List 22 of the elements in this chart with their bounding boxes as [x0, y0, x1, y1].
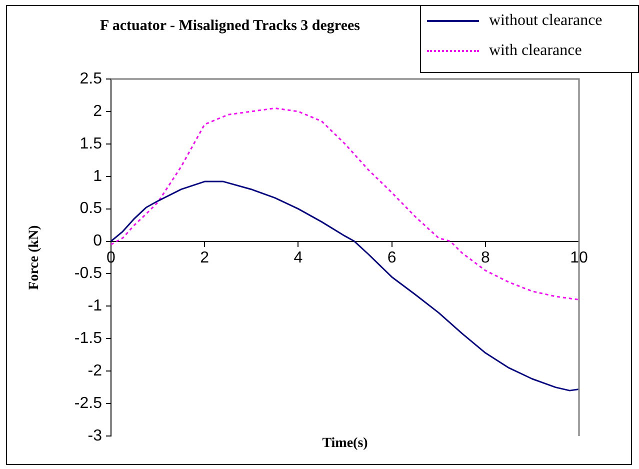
y-tick-label: -3	[88, 427, 102, 444]
y-tick-label: -0.5	[74, 265, 102, 282]
y-tick-label: 2.5	[80, 70, 102, 88]
y-tick-label: 0	[93, 232, 102, 250]
legend-label: with clearance	[489, 42, 582, 60]
x-axis-title: Time(s)	[321, 436, 369, 452]
y-tick-label: -1.5	[74, 330, 102, 348]
y-tick-label: -2.5	[74, 394, 102, 412]
y-tick-label: -2	[88, 362, 102, 380]
x-tick-label: 10	[570, 249, 588, 266]
x-tick-label: 2	[200, 249, 210, 266]
y-tick-label: 1.5	[80, 135, 102, 152]
y-tick-label: 1	[93, 168, 102, 185]
y-tick-label: 2	[93, 102, 102, 120]
x-tick-label: 8	[480, 249, 490, 266]
y-tick-label: -1	[88, 298, 102, 315]
legend-label: without clearance	[489, 12, 602, 30]
x-tick-label: 4	[294, 249, 303, 266]
chart-title: F actuator - Misaligned Tracks 3 degrees	[99, 18, 361, 35]
x-tick-label: 6	[387, 249, 396, 266]
y-tick-label: 0.5	[80, 200, 102, 218]
y-axis-title: Force (kN)	[27, 224, 42, 290]
